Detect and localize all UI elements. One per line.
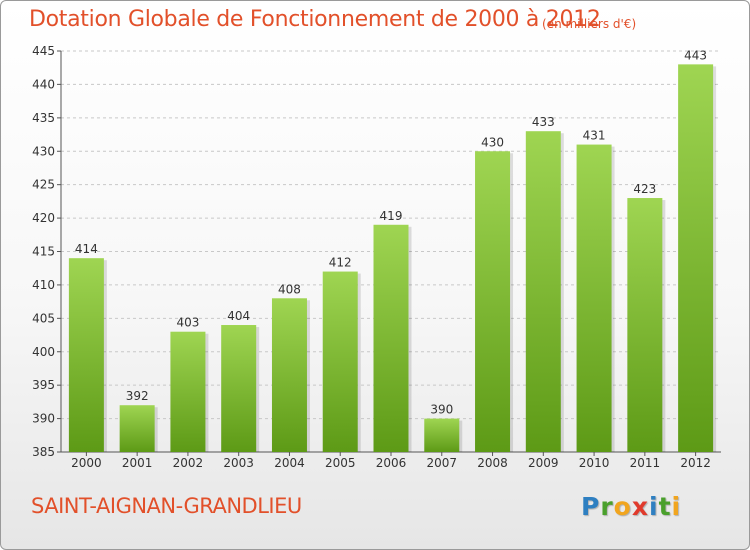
y-tick-label: 420 <box>32 211 55 225</box>
x-tick-label: 2010 <box>579 456 610 470</box>
x-tick-label: 2012 <box>680 456 711 470</box>
y-tick-label: 445 <box>32 44 55 58</box>
logo-letter: o <box>613 492 632 521</box>
x-tick-label: 2008 <box>477 456 508 470</box>
logo-letter: r <box>600 492 614 521</box>
y-tick-label: 390 <box>32 412 55 426</box>
chart-title: Dotation Globale de Fonctionnement de 20… <box>29 7 601 32</box>
y-tick-label: 385 <box>32 445 55 459</box>
logo-letter: x <box>631 492 649 521</box>
data-label: 419 <box>380 209 403 223</box>
y-tick-label: 435 <box>32 111 55 125</box>
data-label: 392 <box>126 389 149 403</box>
bar <box>525 131 561 452</box>
data-label: 403 <box>176 316 199 330</box>
y-tick-label: 410 <box>32 278 55 292</box>
bar <box>68 258 104 452</box>
data-label: 408 <box>278 282 301 296</box>
x-tick-label: 2007 <box>426 456 457 470</box>
y-tick-label: 395 <box>32 378 55 392</box>
data-label: 430 <box>481 135 504 149</box>
y-tick-label: 415 <box>32 245 55 259</box>
x-tick-label: 2011 <box>630 456 661 470</box>
logo-letter: i <box>671 492 682 521</box>
x-tick-label: 2005 <box>325 456 356 470</box>
x-tick-label: 2001 <box>122 456 153 470</box>
x-tick-label: 2003 <box>223 456 254 470</box>
data-label: 423 <box>633 182 656 196</box>
x-tick-label: 2002 <box>173 456 204 470</box>
data-label: 404 <box>227 309 250 323</box>
bar <box>373 224 409 452</box>
data-label: 412 <box>329 256 352 270</box>
bar <box>322 271 358 452</box>
y-tick-label: 440 <box>32 77 55 91</box>
y-tick-label: 425 <box>32 178 55 192</box>
bar <box>170 331 206 452</box>
data-label: 414 <box>75 242 98 256</box>
logo-letter: i <box>649 492 659 521</box>
logo-letter: P <box>581 492 601 521</box>
data-label: 390 <box>430 403 453 417</box>
data-label: 433 <box>532 115 555 129</box>
bar <box>271 298 307 452</box>
logo-letter: t <box>658 492 672 521</box>
bar <box>424 418 460 452</box>
data-label: 431 <box>583 129 606 143</box>
x-tick-label: 2009 <box>528 456 559 470</box>
data-label: 443 <box>684 48 707 62</box>
x-tick-label: 2004 <box>274 456 305 470</box>
bar <box>627 198 663 452</box>
proxiti-logo: Proxiti <box>581 492 681 521</box>
bar <box>475 151 511 452</box>
y-tick-label: 400 <box>32 345 55 359</box>
x-tick-label: 2006 <box>376 456 407 470</box>
commune-name: SAINT-AIGNAN-GRANDLIEU <box>31 494 302 518</box>
chart-unit: (en milliers d'€) <box>542 17 637 31</box>
bar <box>576 144 612 453</box>
x-tick-label: 2000 <box>71 456 102 470</box>
y-tick-label: 405 <box>32 311 55 325</box>
y-tick-label: 430 <box>32 144 55 158</box>
bar <box>119 405 155 452</box>
bar <box>221 325 257 452</box>
bar <box>678 64 714 452</box>
